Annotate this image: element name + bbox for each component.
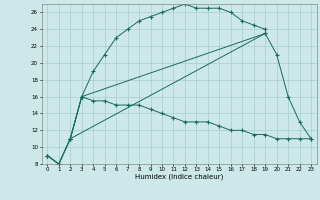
X-axis label: Humidex (Indice chaleur): Humidex (Indice chaleur) bbox=[135, 174, 223, 180]
